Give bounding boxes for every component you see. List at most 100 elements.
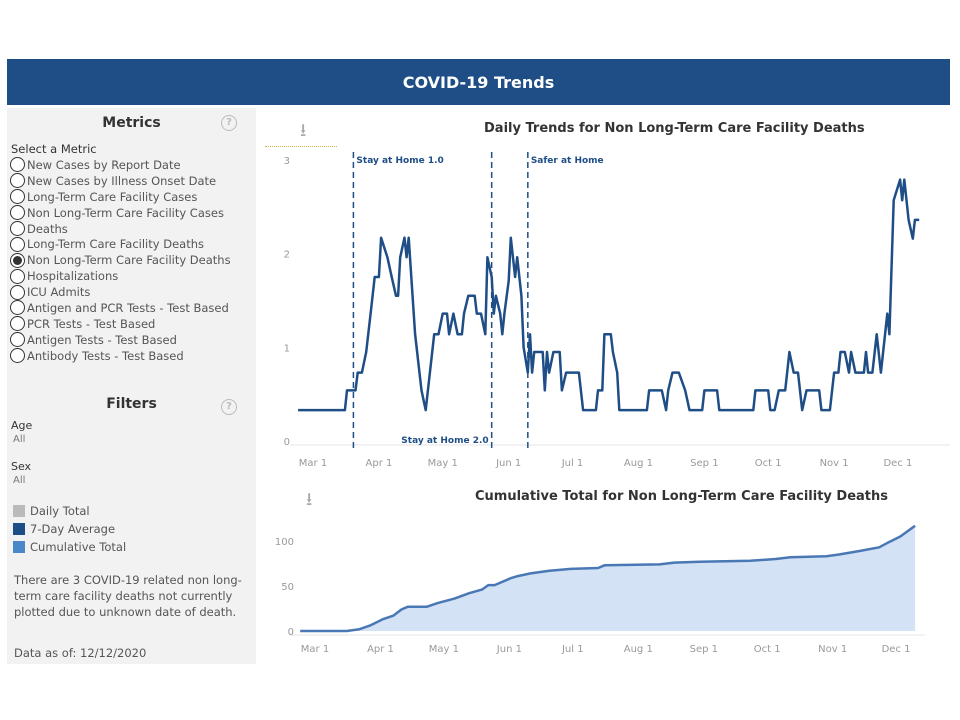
metric-radio-group: New Cases by Report Date New Cases by Ill…	[10, 157, 231, 364]
metric-option[interactable]: PCR Tests - Test Based	[10, 316, 231, 332]
daily-7day-average-line	[298, 178, 920, 412]
metric-option-label: Long-Term Care Facility Cases	[27, 189, 198, 204]
metric-option[interactable]: Long-Term Care Facility Cases	[10, 189, 231, 205]
metric-option[interactable]: ICU Admits	[10, 284, 231, 300]
metric-option[interactable]: Antigen Tests - Test Based	[10, 332, 231, 348]
metric-option-label: Non Long-Term Care Facility Deaths	[27, 253, 231, 268]
y-tick-label: 3	[284, 156, 290, 167]
legend-item-7-day-average: 7-Day Average	[13, 520, 126, 538]
y-tick-label: 100	[275, 537, 294, 548]
metrics-title: Metrics	[102, 115, 161, 131]
legend-swatch	[13, 505, 25, 517]
metric-option-label: Antigen and PCR Tests - Test Based	[27, 300, 229, 315]
radio-button[interactable]	[10, 221, 25, 236]
annotation-label: Stay at Home 2.0	[401, 436, 488, 446]
radio-button[interactable]	[10, 173, 25, 189]
download-icon[interactable]: ⭳	[300, 120, 307, 141]
cumulative-chart-title: Cumulative Total for Non Long-Term Care …	[475, 489, 889, 504]
x-tick-label: Mar 1	[299, 458, 327, 469]
radio-button[interactable]	[10, 316, 25, 332]
y-tick-label: 0	[288, 627, 294, 638]
metric-option[interactable]: Antibody Tests - Test Based	[10, 348, 231, 364]
legend-label: 7-Day Average	[30, 522, 116, 536]
metric-option-label: PCR Tests - Test Based	[27, 316, 156, 331]
y-tick-label: 2	[284, 250, 290, 261]
age-filter-label: Age	[11, 419, 33, 432]
filters-help-icon[interactable]: ?	[221, 399, 237, 415]
metric-option-label: Antibody Tests - Test Based	[27, 348, 184, 363]
y-tick-label: 0	[284, 437, 290, 448]
x-tick-label: Oct 1	[754, 644, 781, 655]
metric-option-label: New Cases by Illness Onset Date	[27, 173, 217, 188]
legend-swatch	[13, 523, 25, 535]
metric-option[interactable]: Hospitalizations	[10, 268, 231, 284]
radio-button[interactable]	[10, 157, 25, 173]
metric-option[interactable]: Non Long-Term Care Facility Cases	[10, 205, 231, 221]
x-tick-label: Jun 1	[496, 644, 522, 655]
x-tick-label: Apr 1	[367, 644, 394, 655]
divider	[265, 146, 337, 147]
x-tick-label: Jun 1	[495, 458, 521, 469]
x-tick-label: Dec 1	[882, 644, 911, 655]
y-tick-label: 50	[281, 582, 294, 593]
x-tick-label: Mar 1	[301, 644, 329, 655]
cumulative-area	[300, 525, 916, 631]
x-tick-label: Apr 1	[366, 458, 393, 469]
legend: Daily Total 7-Day Average Cumulative Tot…	[13, 502, 126, 556]
metric-option[interactable]: Deaths	[10, 221, 231, 237]
x-tick-label: Nov 1	[820, 458, 849, 469]
x-tick-label: Sep 1	[690, 644, 718, 655]
legend-swatch	[13, 541, 25, 553]
left-panel: Metrics ? Select a Metric New Cases by R…	[7, 108, 256, 664]
annotation-label: Stay at Home 1.0	[356, 156, 443, 166]
radio-button[interactable]	[10, 348, 25, 364]
metric-option-label: New Cases by Report Date	[27, 157, 181, 172]
radio-button[interactable]	[10, 189, 25, 205]
metric-option-label: Antigen Tests - Test Based	[27, 332, 177, 347]
metric-option[interactable]: New Cases by Report Date	[10, 157, 231, 173]
radio-button[interactable]	[10, 300, 25, 316]
metric-option-label: Hospitalizations	[27, 269, 119, 284]
legend-item-daily-total: Daily Total	[13, 502, 126, 520]
x-tick-label: Oct 1	[755, 458, 782, 469]
x-tick-label: Sep 1	[690, 458, 718, 469]
x-tick-label: Aug 1	[624, 644, 653, 655]
select-metric-label: Select a Metric	[11, 142, 97, 156]
age-filter-value[interactable]: All	[13, 434, 26, 445]
download-icon[interactable]: ⭳	[306, 489, 313, 510]
legend-item-cumulative-total: Cumulative Total	[13, 538, 126, 556]
metric-option-label: Non Long-Term Care Facility Cases	[27, 205, 224, 220]
x-tick-label: Jul 1	[561, 644, 584, 655]
radio-button[interactable]	[10, 236, 25, 252]
unknown-date-note: There are 3 COVID-19 related non long-te…	[14, 573, 242, 619]
metric-option-label: Deaths	[27, 221, 68, 236]
radio-button[interactable]	[10, 268, 25, 284]
y-tick-label: 1	[284, 343, 290, 354]
x-tick-label: May 1	[428, 458, 458, 469]
radio-button[interactable]	[10, 332, 25, 348]
annotation-label: Safer at Home	[531, 156, 604, 166]
legend-label: Cumulative Total	[30, 540, 127, 554]
x-tick-label: Jul 1	[561, 458, 584, 469]
x-tick-label: Dec 1	[883, 458, 912, 469]
radio-button[interactable]	[10, 284, 25, 300]
x-tick-label: Nov 1	[818, 644, 847, 655]
metric-option[interactable]: Non Long-Term Care Facility Deaths	[10, 252, 231, 268]
daily-chart-title: Daily Trends for Non Long-Term Care Faci…	[484, 121, 865, 136]
radio-button[interactable]	[10, 205, 25, 221]
sex-filter-value[interactable]: All	[13, 475, 26, 486]
metric-option-label: Long-Term Care Facility Deaths	[27, 237, 204, 252]
filters-title: Filters	[106, 396, 157, 412]
dashboard-title: COVID-19 Trends	[402, 72, 555, 92]
metric-option[interactable]: Long-Term Care Facility Deaths	[10, 236, 231, 252]
metrics-help-icon[interactable]: ?	[221, 115, 237, 131]
metric-option[interactable]: New Cases by Illness Onset Date	[10, 173, 231, 189]
legend-label: Daily Total	[30, 504, 90, 518]
x-tick-label: May 1	[429, 644, 459, 655]
radio-button[interactable]	[10, 252, 25, 268]
data-as-of: Data as of: 12/12/2020	[14, 646, 147, 660]
dashboard-header: COVID-19 Trends	[7, 59, 950, 105]
metric-option[interactable]: Antigen and PCR Tests - Test Based	[10, 300, 231, 316]
cumulative-line	[300, 524, 916, 633]
